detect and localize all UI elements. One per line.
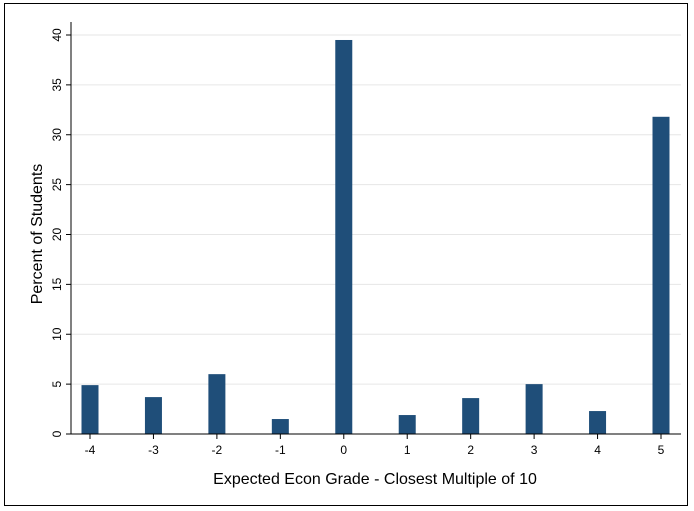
- bar: [208, 374, 226, 434]
- x-tick-label: 5: [658, 443, 665, 457]
- bar: [652, 116, 670, 435]
- y-tick-label: 25: [50, 178, 64, 192]
- x-axis-title: Expected Econ Grade - Closest Multiple o…: [213, 471, 537, 488]
- y-tick-label: 30: [50, 128, 64, 142]
- x-tick-label: -1: [275, 443, 286, 457]
- x-tick-label: 4: [594, 443, 601, 457]
- y-tick-label: 40: [50, 28, 64, 42]
- x-tick-label: 2: [467, 443, 474, 457]
- x-tick-label: 0: [340, 443, 347, 457]
- y-axis-title: Percent of Students: [29, 164, 46, 305]
- x-tick-label: -3: [148, 443, 159, 457]
- y-tick-label: 0: [50, 430, 64, 437]
- x-tick-label: -2: [212, 443, 223, 457]
- x-tick-label: 1: [404, 443, 411, 457]
- x-tick-label: 3: [531, 443, 538, 457]
- y-tick-label: 35: [50, 78, 64, 92]
- bar: [271, 419, 289, 434]
- bar: [462, 398, 480, 434]
- bar: [335, 39, 353, 435]
- bar: [525, 384, 543, 434]
- x-axis-ticks: -4 -3 -2 -1 0 1 2 3 4 5: [85, 434, 665, 457]
- bar: [398, 415, 416, 434]
- bar: [144, 397, 162, 434]
- gridlines: [71, 34, 681, 385]
- x-tick-label: -4: [85, 443, 96, 457]
- y-axis-ticks: 0 5 10 15 20 25 30 35 40: [50, 28, 71, 437]
- y-tick-label: 20: [50, 228, 64, 242]
- bar: [589, 411, 607, 434]
- y-tick-label: 15: [50, 277, 64, 291]
- bar: [81, 385, 99, 434]
- y-tick-label: 5: [50, 380, 64, 387]
- bars: [81, 39, 670, 435]
- y-tick-label: 10: [50, 327, 64, 341]
